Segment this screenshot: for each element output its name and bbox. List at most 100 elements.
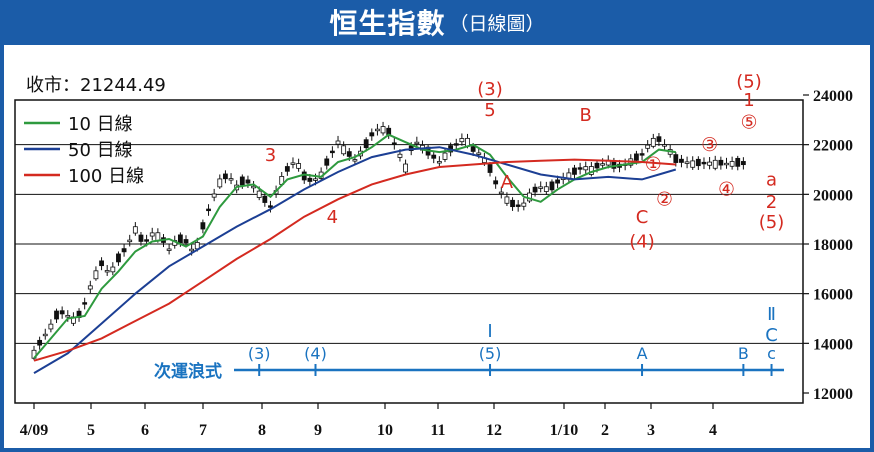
chart-header: 恒生指數 （日線圖） bbox=[0, 0, 874, 44]
price-candle bbox=[37, 339, 43, 346]
price-candle bbox=[369, 132, 375, 137]
ma-line bbox=[33, 146, 677, 374]
price-candle bbox=[712, 159, 718, 169]
price-candle bbox=[93, 270, 99, 280]
price-candle bbox=[352, 159, 358, 162]
price-candle bbox=[493, 180, 499, 185]
price-candle bbox=[262, 195, 268, 203]
x-tick-label: 8 bbox=[258, 422, 266, 439]
price-candle bbox=[510, 199, 515, 208]
price-candle bbox=[634, 153, 639, 161]
price-candle bbox=[515, 204, 521, 207]
price-candle bbox=[740, 161, 746, 166]
wave-label: ① bbox=[645, 154, 662, 176]
wave-label: ② bbox=[656, 189, 673, 211]
price-candle bbox=[132, 226, 138, 234]
price-candle bbox=[538, 186, 544, 189]
subwave-mark-top: Ⅱ bbox=[767, 304, 776, 325]
price-candle bbox=[341, 145, 347, 155]
legend-label: 10 日線 bbox=[68, 114, 133, 135]
close-label: 收市：21244.49 bbox=[26, 75, 166, 96]
price-candle bbox=[166, 248, 172, 251]
price-candle bbox=[31, 349, 37, 359]
price-candle bbox=[375, 128, 380, 132]
price-candle bbox=[99, 260, 104, 267]
price-candle bbox=[329, 150, 335, 154]
wave-label: 3 bbox=[265, 145, 276, 166]
wave-label: (5) bbox=[736, 72, 762, 93]
legend-label: 100 日線 bbox=[68, 166, 144, 187]
x-tick-label: 9 bbox=[314, 422, 322, 439]
price-candle bbox=[431, 154, 437, 159]
price-candle bbox=[684, 161, 690, 164]
wave-label: (5) bbox=[759, 212, 785, 233]
chart-panel: 24000 22000 20000 18000 16000 14000 12000 4/09 5… bbox=[4, 45, 870, 448]
price-candle bbox=[690, 160, 696, 168]
price-candle bbox=[436, 161, 442, 164]
wave-label: 2 bbox=[766, 192, 777, 213]
price-candle bbox=[650, 137, 656, 147]
price-candle bbox=[476, 152, 482, 155]
legend-label: 50 日線 bbox=[68, 140, 133, 161]
price-candle bbox=[42, 333, 48, 337]
price-candle bbox=[121, 248, 127, 253]
wave-label: (3) bbox=[477, 79, 503, 100]
price-candle bbox=[594, 162, 600, 169]
price-candle bbox=[639, 153, 645, 156]
price-candle bbox=[572, 167, 577, 175]
x-tick-label: 10 bbox=[377, 422, 393, 439]
price-candle bbox=[301, 171, 307, 181]
wave-label: B bbox=[580, 105, 592, 126]
price-candle bbox=[498, 191, 504, 195]
price-candle bbox=[211, 193, 217, 198]
price-candle bbox=[189, 248, 195, 252]
price-candle bbox=[307, 177, 313, 182]
price-candle bbox=[256, 190, 262, 198]
wave-label: ③ bbox=[701, 134, 718, 156]
price-candle bbox=[200, 222, 206, 230]
price-candle bbox=[245, 179, 251, 184]
price-candle bbox=[82, 302, 88, 305]
wave-label: a bbox=[766, 170, 777, 191]
price-candle bbox=[391, 142, 397, 145]
price-candle bbox=[54, 310, 59, 320]
price-candle bbox=[470, 146, 476, 152]
subwave-mark: B bbox=[738, 344, 749, 363]
subwave-label: 次運浪式 bbox=[154, 361, 222, 382]
price-candle bbox=[228, 178, 234, 181]
price-candle bbox=[239, 176, 245, 186]
price-candle bbox=[583, 166, 589, 171]
chart-title: 恒生指數 bbox=[329, 7, 446, 40]
price-candle bbox=[346, 151, 352, 157]
price-candle bbox=[735, 157, 741, 167]
y-tick-label: 20000 bbox=[813, 187, 853, 204]
subwave-mark-mid: C bbox=[765, 325, 778, 346]
x-tick-label: 1/10 bbox=[550, 422, 578, 439]
price-candle bbox=[397, 153, 403, 158]
price-candle bbox=[453, 143, 459, 146]
wave-label: 1 bbox=[743, 90, 754, 111]
price-candle bbox=[296, 163, 302, 169]
price-candle bbox=[729, 161, 735, 167]
price-candle bbox=[217, 178, 223, 188]
plot-border bbox=[14, 99, 804, 404]
price-candle bbox=[600, 163, 606, 166]
price-candle bbox=[543, 186, 549, 192]
price-candle bbox=[284, 166, 290, 172]
x-tick-label: 5 bbox=[87, 422, 95, 439]
x-tick-label: 11 bbox=[430, 422, 445, 439]
x-tick-label: 4 bbox=[709, 422, 717, 439]
ma-line bbox=[33, 133, 676, 359]
wave-label: ⑤ bbox=[740, 112, 757, 134]
x-tick-label: 2 bbox=[601, 422, 609, 439]
price-candle bbox=[549, 181, 555, 191]
wave-label: A bbox=[501, 172, 514, 193]
price-candle bbox=[59, 310, 65, 315]
price-candle bbox=[177, 234, 183, 244]
x-tick-label: 4/09 bbox=[20, 422, 48, 439]
price-candle bbox=[324, 158, 330, 166]
price-candle bbox=[127, 239, 133, 243]
price-candle bbox=[48, 323, 54, 330]
wave-label: (4) bbox=[629, 232, 655, 253]
price-candle bbox=[695, 158, 701, 167]
